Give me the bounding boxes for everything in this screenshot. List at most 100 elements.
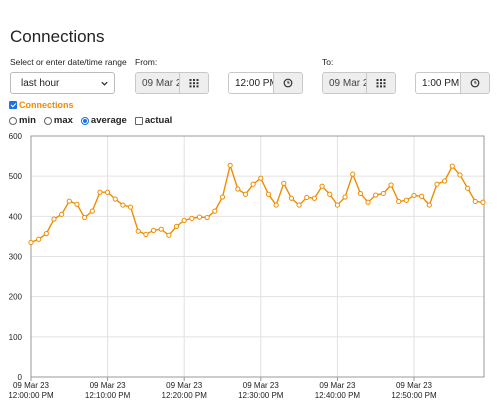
x-tick-time: 12:50:00 PM: [391, 391, 437, 400]
data-point: [327, 191, 333, 197]
data-point: [105, 189, 111, 195]
from-calendar-button[interactable]: [179, 73, 208, 93]
x-tick-time: 12:00:00 PM: [8, 391, 54, 400]
data-point: [235, 186, 241, 192]
from-label: From:: [135, 57, 158, 67]
x-tick-date: 09 Mar 23: [166, 381, 203, 390]
x-tick-date: 09 Mar 23: [396, 381, 433, 390]
x-tick-time: 12:30:00 PM: [238, 391, 284, 400]
connections-checkbox[interactable]: [9, 101, 17, 109]
data-point: [127, 204, 134, 210]
series-line: [30, 162, 484, 244]
data-point: [457, 172, 463, 178]
data-point: [89, 208, 95, 214]
data-point: [120, 202, 126, 208]
from-clock-button[interactable]: [273, 73, 302, 93]
y-tick-label: 500: [9, 172, 23, 181]
range-label: Select or enter date/time range: [10, 57, 127, 67]
data-point: [66, 198, 72, 204]
data-point: [273, 202, 279, 208]
data-point: [434, 181, 440, 187]
to-date-value: 09 Mar 2: [323, 73, 366, 93]
data-point: [189, 215, 195, 221]
page-title: Connections: [10, 27, 105, 46]
data-point: [426, 202, 432, 208]
from-time-field[interactable]: 12:00 PM: [228, 72, 303, 94]
data-point: [82, 214, 88, 221]
data-point: [258, 175, 264, 181]
data-point: [227, 162, 233, 168]
data-point: [196, 214, 203, 220]
max-radio[interactable]: [43, 116, 52, 125]
option-average[interactable]: average: [80, 115, 127, 126]
calendar-icon: [376, 79, 386, 88]
aggregation-options: min max average actual: [9, 115, 180, 126]
data-point: [411, 192, 417, 199]
x-tick-date: 09 Mar 23: [319, 381, 356, 390]
data-point: [357, 190, 363, 197]
data-point: [334, 202, 340, 208]
data-point: [219, 194, 226, 200]
data-point: [403, 197, 409, 203]
data-point: [59, 211, 65, 217]
option-min-label: min: [19, 115, 36, 126]
data-point: [342, 194, 348, 200]
data-point: [28, 239, 34, 246]
data-point: [319, 183, 325, 189]
y-tick-label: 200: [9, 293, 23, 302]
to-calendar-button[interactable]: [366, 73, 395, 93]
data-point: [311, 195, 318, 201]
data-point: [51, 216, 57, 222]
data-point: [166, 232, 172, 238]
to-date-field[interactable]: 09 Mar 2: [322, 72, 396, 94]
data-point: [442, 178, 448, 184]
option-actual[interactable]: actual: [134, 115, 173, 126]
chevron-down-icon: [101, 81, 108, 86]
data-point: [150, 227, 157, 233]
option-max[interactable]: max: [43, 115, 73, 126]
x-tick-date: 09 Mar 23: [243, 381, 280, 390]
data-point: [158, 226, 164, 232]
to-clock-button[interactable]: [460, 73, 489, 93]
from-date-value: 09 Mar 2: [136, 73, 179, 93]
to-label: To:: [322, 57, 334, 67]
data-point: [250, 181, 256, 187]
data-point: [43, 231, 49, 237]
option-actual-label: actual: [144, 115, 173, 126]
range-select-value: last hour: [21, 77, 60, 89]
data-point: [181, 217, 187, 223]
actual-checkbox[interactable]: [134, 116, 143, 125]
clock-icon: [470, 78, 480, 88]
from-date-field[interactable]: 09 Mar 2: [135, 72, 209, 94]
x-tick-time: 12:20:00 PM: [162, 391, 208, 400]
y-tick-label: 400: [9, 212, 23, 221]
data-point: [288, 195, 295, 201]
data-point: [36, 236, 42, 242]
data-point: [281, 180, 287, 186]
data-point: [419, 193, 425, 199]
option-max-label: max: [53, 115, 73, 126]
x-tick-time: 12:40:00 PM: [315, 391, 361, 400]
data-point: [242, 191, 249, 197]
range-select[interactable]: last hour: [10, 72, 115, 94]
y-tick-label: 0: [18, 373, 23, 382]
data-point: [212, 208, 218, 214]
data-point: [204, 214, 210, 221]
option-min[interactable]: min: [9, 115, 36, 126]
average-radio[interactable]: [80, 116, 89, 125]
connections-toggle[interactable]: Connections: [9, 100, 74, 110]
data-point: [74, 201, 80, 207]
y-tick-label: 300: [9, 253, 23, 262]
x-tick-date: 09 Mar 23: [13, 381, 50, 390]
data-point: [296, 202, 302, 208]
data-point: [465, 185, 471, 191]
data-point: [350, 171, 356, 177]
data-point: [449, 163, 455, 169]
plot-area: [30, 135, 485, 378]
to-time-field[interactable]: 1:00 PM: [415, 72, 490, 94]
data-point: [112, 196, 118, 202]
data-point: [265, 191, 272, 197]
min-radio[interactable]: [9, 116, 17, 125]
data-point: [472, 198, 478, 205]
